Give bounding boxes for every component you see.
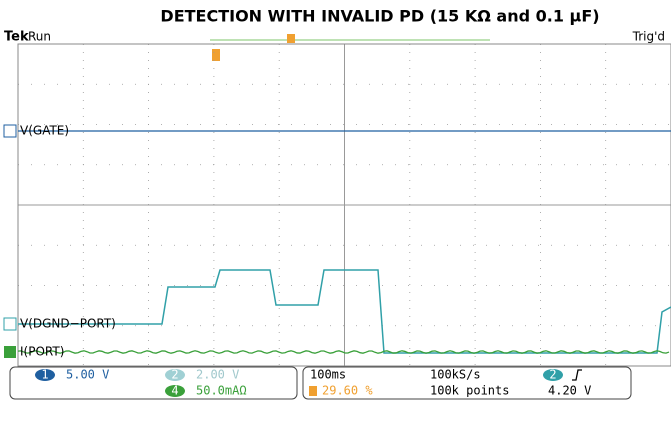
timebase: 100ms <box>310 368 346 382</box>
graticule-frame <box>17 43 671 367</box>
trace-dgnd-port <box>18 269 671 354</box>
ch-badge <box>543 369 563 381</box>
ch1-scale: 5.00 V <box>66 368 109 382</box>
status-box <box>9 366 298 400</box>
trace-port-current <box>17 350 670 354</box>
trigger-state: Trig'd <box>632 30 665 44</box>
title: DETECTION WITH INVALID PD (15 KΩ and 0.1… <box>160 7 599 26</box>
ch-badge <box>165 385 185 397</box>
trigger-position: 29.60 % <box>322 384 373 398</box>
ch4-marker <box>4 346 16 358</box>
status-box <box>302 366 632 400</box>
trace-label: I(PORT) <box>20 345 64 359</box>
edge-icon <box>572 369 582 381</box>
trigger-icon <box>309 386 317 396</box>
ch-badge <box>165 369 185 381</box>
ch2-number: 2 <box>171 368 178 382</box>
ch-badge <box>35 369 55 381</box>
trigger-level: 4.20 V <box>548 384 591 398</box>
record-length: 100k points <box>430 384 509 398</box>
brand: Tek <box>4 30 29 45</box>
run-state: Run <box>28 30 51 44</box>
ch1-marker <box>3 124 17 138</box>
ch4-number: 4 <box>171 384 178 398</box>
ch2-scale: 2.00 V <box>196 368 239 382</box>
graticule <box>18 44 671 366</box>
ch1-number: 1 <box>41 368 48 382</box>
sample-rate: 100kS/s <box>430 368 481 382</box>
ch2-marker <box>3 317 17 331</box>
ch4-scale: 50.0mAΩ <box>196 384 247 398</box>
trace-label: V(GATE) <box>20 124 69 138</box>
trace-label: V(DGND−PORT) <box>20 317 116 331</box>
trigger-marker <box>287 34 295 43</box>
trigger-marker <box>212 49 220 61</box>
trigger-source: 2 <box>549 368 556 382</box>
